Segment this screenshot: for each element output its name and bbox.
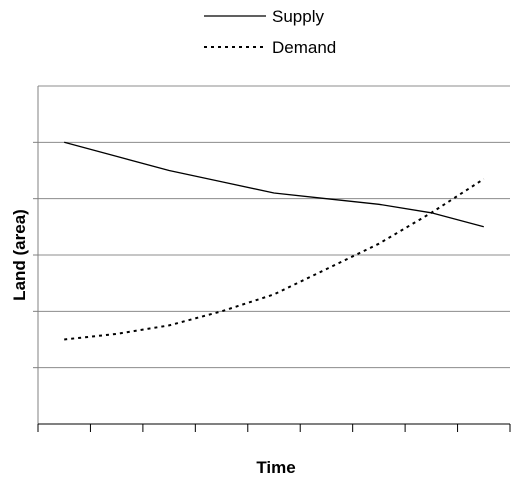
y-axis-label: Land (area): [10, 209, 29, 301]
series-line-demand: [64, 178, 485, 341]
legend-label-demand: Demand: [272, 38, 336, 57]
x-axis-label: Time: [256, 458, 295, 477]
legend: Supply Demand: [204, 7, 336, 57]
legend-label-supply: Supply: [272, 7, 324, 26]
series-lines: [64, 141, 485, 341]
axes: [33, 86, 511, 432]
series-line-supply: [64, 141, 484, 228]
gridlines: [38, 85, 510, 369]
